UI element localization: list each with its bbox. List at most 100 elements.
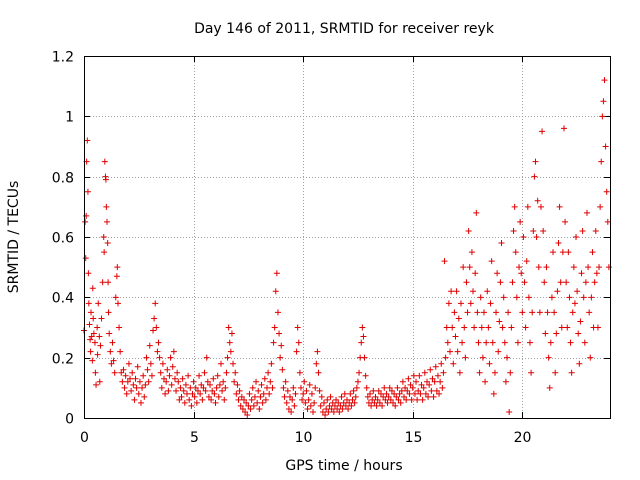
data-point <box>342 402 349 409</box>
data-point <box>475 339 482 346</box>
data-point <box>344 396 350 403</box>
data-point <box>174 369 181 376</box>
data-point <box>461 324 468 331</box>
data-point <box>363 384 370 391</box>
data-point <box>466 264 473 271</box>
data-point <box>429 375 436 382</box>
data-point <box>312 384 319 391</box>
data-point <box>365 399 372 406</box>
data-point <box>242 408 249 415</box>
data-point <box>313 360 320 367</box>
data-point <box>399 378 406 385</box>
data-point <box>451 309 458 316</box>
data-point <box>398 387 405 394</box>
data-point <box>301 378 308 385</box>
data-point <box>483 339 490 346</box>
data-point <box>559 249 566 256</box>
data-point <box>331 402 338 409</box>
data-point <box>353 384 360 391</box>
data-point <box>445 300 452 307</box>
data-point <box>601 77 608 84</box>
data-point <box>279 366 286 373</box>
data-point <box>585 264 592 271</box>
data-point <box>118 369 125 376</box>
data-point <box>84 188 91 195</box>
data-point <box>470 288 477 295</box>
data-point <box>438 360 445 367</box>
data-point <box>406 390 413 397</box>
data-point <box>557 279 564 286</box>
axis-ticks: 0 0.2 0.4 0.6 0.8 1 1.2 0 5 10 15 20 <box>52 50 610 446</box>
data-point <box>453 288 460 295</box>
data-point <box>521 279 528 286</box>
data-point <box>199 396 206 403</box>
data-point <box>354 378 361 385</box>
data-point <box>238 393 245 400</box>
y-tick-label: 1 <box>65 110 74 126</box>
data-point <box>443 324 450 331</box>
data-point <box>560 125 567 132</box>
data-point <box>491 369 498 376</box>
data-point <box>175 378 182 385</box>
data-point <box>484 288 491 295</box>
data-point <box>455 315 462 322</box>
data-point <box>259 399 266 406</box>
data-point <box>203 354 210 361</box>
data-point <box>600 98 607 105</box>
data-point <box>127 375 134 382</box>
data-point <box>472 270 479 277</box>
y-tick-label: 0 <box>65 412 74 428</box>
data-point <box>329 399 336 406</box>
data-point <box>414 396 421 403</box>
data-point <box>603 188 610 195</box>
data-point <box>85 300 92 307</box>
data-point <box>156 354 163 361</box>
data-point <box>215 393 222 400</box>
data-point <box>510 227 517 234</box>
data-point <box>99 279 106 286</box>
data-point <box>360 333 367 340</box>
data-point <box>243 399 250 406</box>
data-point <box>439 384 446 391</box>
data-point <box>179 375 186 382</box>
data-point <box>297 384 304 391</box>
data-point <box>498 240 505 247</box>
data-point <box>568 369 575 376</box>
data-point <box>534 197 541 204</box>
data-point <box>287 393 294 400</box>
data-point <box>413 378 420 385</box>
data-point <box>330 408 337 415</box>
data-point <box>139 384 146 391</box>
data-point <box>216 381 223 388</box>
y-axis-label: SRMTID / TECUs <box>6 181 22 294</box>
data-point <box>582 279 589 286</box>
data-point <box>519 309 526 316</box>
data-point <box>208 396 215 403</box>
data-point <box>596 264 603 271</box>
data-point <box>293 348 300 355</box>
data-point <box>107 348 114 355</box>
data-point <box>212 399 219 406</box>
data-point <box>542 330 549 337</box>
data-point <box>457 300 464 307</box>
data-point <box>239 405 246 412</box>
data-point <box>524 203 531 210</box>
data-point <box>450 360 457 367</box>
data-point <box>187 384 194 391</box>
data-point <box>433 387 440 394</box>
data-point <box>158 384 165 391</box>
data-point <box>339 405 346 412</box>
data-point <box>468 249 475 256</box>
data-point <box>551 309 558 316</box>
data-point <box>467 300 474 307</box>
data-point <box>150 327 157 334</box>
data-point <box>574 288 581 295</box>
data-point <box>518 270 525 277</box>
data-point <box>421 369 428 376</box>
data-point <box>346 399 353 406</box>
data-point <box>377 390 384 397</box>
data-point <box>237 402 244 409</box>
data-point <box>302 399 309 406</box>
x-axis-label: GPS time / hours <box>285 458 402 474</box>
data-point <box>303 387 310 394</box>
